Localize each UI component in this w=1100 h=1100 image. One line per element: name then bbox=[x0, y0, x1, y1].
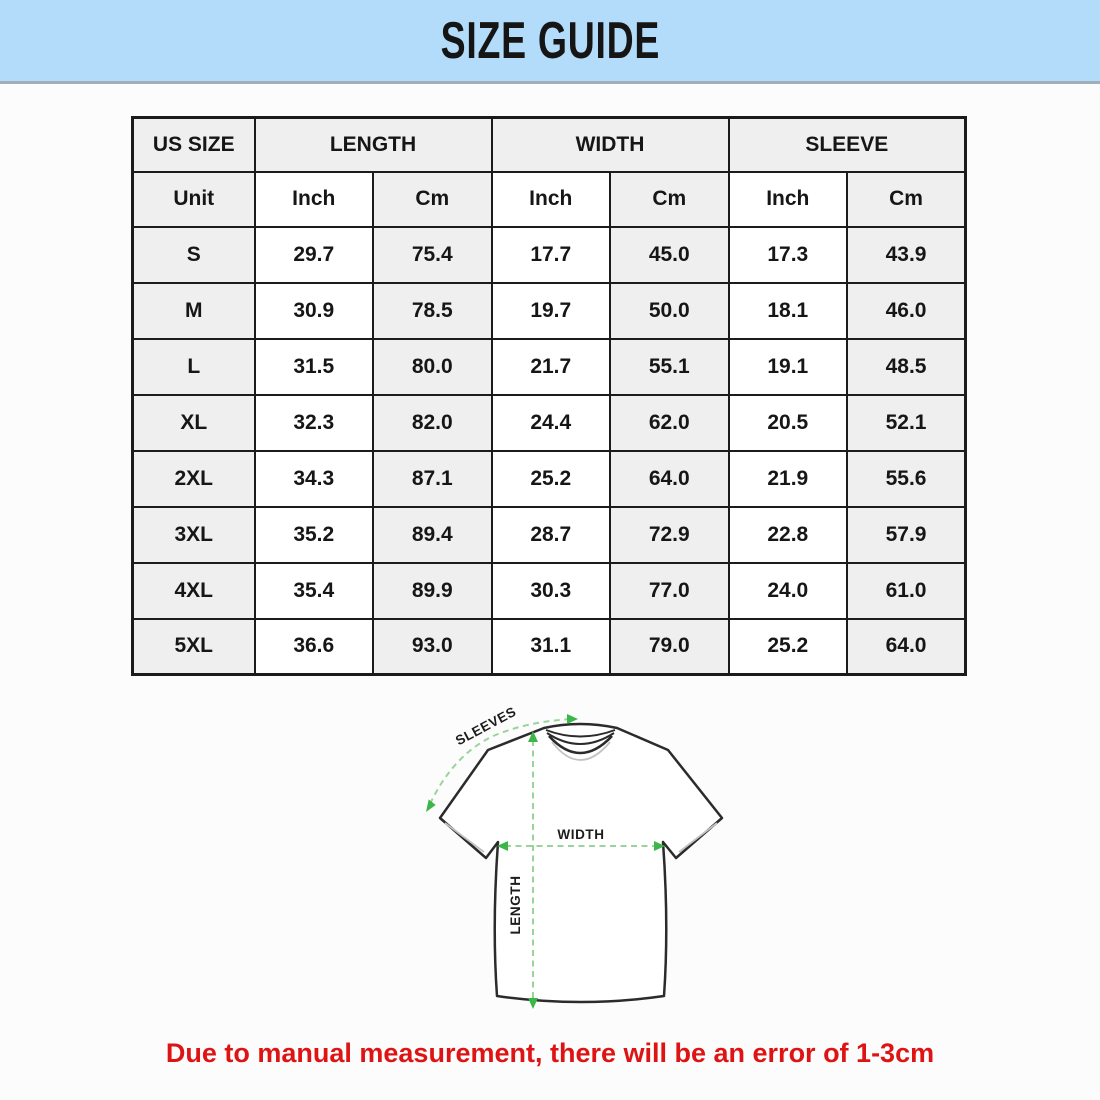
length-arrow-top-head bbox=[528, 731, 538, 742]
measurement-cell: 72.9 bbox=[609, 505, 730, 564]
length-header-cell: LENGTH bbox=[253, 116, 493, 173]
measurement-cell: 31.5 bbox=[253, 337, 374, 396]
sleeves-arrow-right-head bbox=[567, 714, 578, 724]
collar-line bbox=[546, 732, 615, 745]
measurement-cell: 29.7 bbox=[253, 225, 374, 284]
sleeves-arrow bbox=[429, 718, 571, 805]
measurement-cell: 35.2 bbox=[253, 505, 374, 564]
size-label-cell: 4XL bbox=[131, 561, 256, 620]
size-label-cell: L bbox=[131, 337, 256, 396]
table-row: 2XL 34.3 87.1 25.2 64.0 21.9 55.6 bbox=[131, 449, 967, 508]
unit-header-cell: Cm bbox=[609, 170, 730, 228]
table-row: 3XL 35.2 89.4 28.7 72.9 22.8 57.9 bbox=[131, 505, 967, 564]
measurement-cell: 21.7 bbox=[490, 337, 612, 396]
tshirt-measurement-diagram: LENGTH WIDTH SLEEVES bbox=[426, 704, 724, 1009]
measurement-cell: 52.1 bbox=[846, 393, 967, 452]
table-row: M 30.9 78.5 19.7 50.0 18.1 46.0 bbox=[131, 281, 967, 340]
unit-header-cell: Inch bbox=[490, 170, 612, 228]
collar-neckline bbox=[548, 735, 613, 755]
size-label-cell: S bbox=[131, 225, 256, 284]
collar-inner-seam bbox=[551, 741, 611, 761]
measurement-cell: 31.1 bbox=[490, 617, 612, 676]
measurement-cell: 93.0 bbox=[372, 617, 493, 676]
header-banner: SIZE GUIDE bbox=[0, 0, 1100, 84]
size-label-cell: 5XL bbox=[131, 617, 256, 676]
measurement-cell: 82.0 bbox=[372, 393, 493, 452]
measurement-cell: 61.0 bbox=[846, 561, 967, 620]
measurement-cell: 64.0 bbox=[609, 449, 730, 508]
measurement-cell: 34.3 bbox=[253, 449, 374, 508]
table-row: L 31.5 80.0 21.7 55.1 19.1 48.5 bbox=[131, 337, 967, 396]
size-label-cell: M bbox=[131, 281, 256, 340]
unit-header-cell: Unit bbox=[131, 170, 256, 228]
collar-line bbox=[545, 729, 616, 738]
measurement-cell: 25.2 bbox=[727, 617, 849, 676]
width-label: WIDTH bbox=[557, 827, 604, 842]
measurement-cell: 20.5 bbox=[727, 393, 849, 452]
unit-header-cell: Inch bbox=[253, 170, 374, 228]
size-label-cell: 3XL bbox=[131, 505, 256, 564]
measurement-cell: 19.1 bbox=[727, 337, 849, 396]
measurement-cell: 75.4 bbox=[372, 225, 493, 284]
size-label-cell: XL bbox=[131, 393, 256, 452]
table-row: 4XL 35.4 89.9 30.3 77.0 24.0 61.0 bbox=[131, 561, 967, 620]
measurement-cell: 32.3 bbox=[253, 393, 374, 452]
right-cuff-seam bbox=[678, 822, 718, 853]
measurement-cell: 78.5 bbox=[372, 281, 493, 340]
measurement-cell: 48.5 bbox=[846, 337, 967, 396]
table-row: XL 32.3 82.0 24.4 62.0 20.5 52.1 bbox=[131, 393, 967, 452]
measurement-cell: 50.0 bbox=[609, 281, 730, 340]
length-arrow-bottom-head bbox=[528, 998, 538, 1009]
measurement-cell: 18.1 bbox=[727, 281, 849, 340]
measurement-cell: 35.4 bbox=[253, 561, 374, 620]
measurement-cell: 25.2 bbox=[490, 449, 612, 508]
unit-header-cell: Cm bbox=[372, 170, 493, 228]
measurement-cell: 87.1 bbox=[372, 449, 493, 508]
unit-header-cell: Inch bbox=[727, 170, 849, 228]
us-size-header-cell: US SIZE bbox=[131, 116, 256, 173]
size-chart-table: US SIZE LENGTH WIDTH SLEEVE Unit Inch Cm… bbox=[131, 116, 968, 676]
measurement-cell: 21.9 bbox=[727, 449, 849, 508]
length-label: LENGTH bbox=[508, 875, 523, 934]
measurement-cell: 62.0 bbox=[609, 393, 730, 452]
measurement-cell: 55.6 bbox=[846, 449, 967, 508]
measurement-cell: 80.0 bbox=[372, 337, 493, 396]
measurement-cell: 46.0 bbox=[846, 281, 967, 340]
measurement-cell: 43.9 bbox=[846, 225, 967, 284]
table-unit-row: Unit Inch Cm Inch Cm Inch Cm bbox=[131, 170, 967, 228]
measurement-cell: 17.7 bbox=[490, 225, 612, 284]
tshirt-outline bbox=[438, 722, 724, 1004]
width-header-cell: WIDTH bbox=[490, 116, 730, 173]
measurement-cell: 28.7 bbox=[490, 505, 612, 564]
unit-header-cell: Cm bbox=[846, 170, 967, 228]
size-label-cell: 2XL bbox=[131, 449, 256, 508]
sleeves-arrow-left-head bbox=[426, 799, 436, 812]
measurement-cell: 79.0 bbox=[609, 617, 730, 676]
measurement-cell: 57.9 bbox=[846, 505, 967, 564]
page-title: SIZE GUIDE bbox=[440, 11, 660, 70]
measurement-cell: 45.0 bbox=[609, 225, 730, 284]
measurement-cell: 24.4 bbox=[490, 393, 612, 452]
measurement-cell: 55.1 bbox=[609, 337, 730, 396]
measurement-cell: 24.0 bbox=[727, 561, 849, 620]
measurement-cell: 19.7 bbox=[490, 281, 612, 340]
measurement-cell: 89.4 bbox=[372, 505, 493, 564]
table-row: 5XL 36.6 93.0 31.1 79.0 25.2 64.0 bbox=[131, 617, 967, 676]
table-row: S 29.7 75.4 17.7 45.0 17.3 43.9 bbox=[131, 225, 967, 284]
measurement-cell: 64.0 bbox=[846, 617, 967, 676]
measurement-cell: 30.9 bbox=[253, 281, 374, 340]
measurement-note: Due to manual measurement, there will be… bbox=[165, 1038, 935, 1068]
width-arrow-right-head bbox=[654, 841, 665, 851]
sleeve-header-cell: SLEEVE bbox=[727, 116, 967, 173]
measurement-cell: 77.0 bbox=[609, 561, 730, 620]
measurement-cell: 89.9 bbox=[372, 561, 493, 620]
left-cuff-seam bbox=[444, 822, 485, 853]
measurement-cell: 30.3 bbox=[490, 561, 612, 620]
measurement-cell: 22.8 bbox=[727, 505, 849, 564]
table-group-header-row: US SIZE LENGTH WIDTH SLEEVE bbox=[131, 116, 967, 173]
measurement-cell: 36.6 bbox=[253, 617, 374, 676]
width-arrow-left-head bbox=[497, 841, 508, 851]
measurement-cell: 17.3 bbox=[727, 225, 849, 284]
